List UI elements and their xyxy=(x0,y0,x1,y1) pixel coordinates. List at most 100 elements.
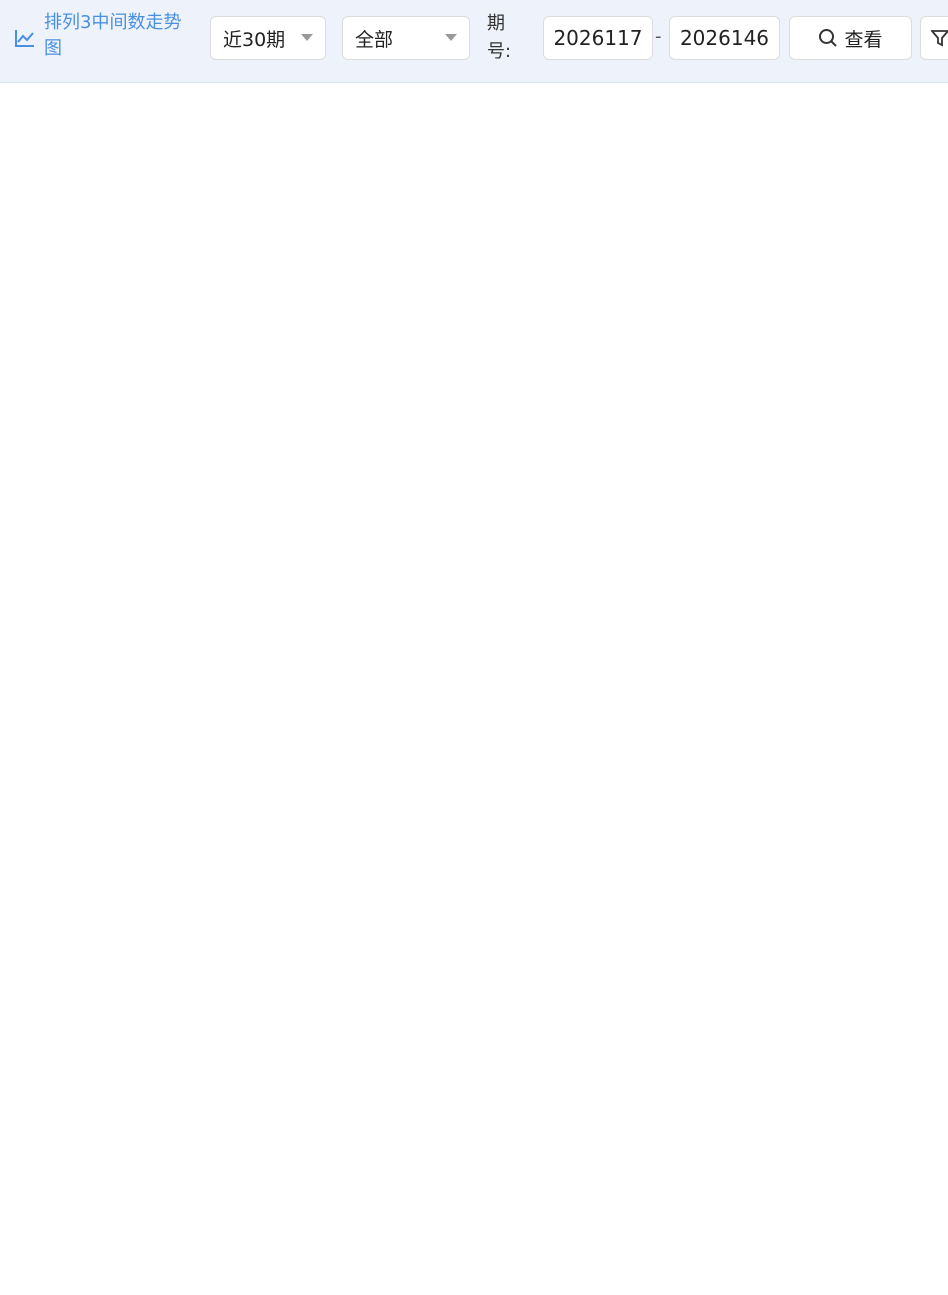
omission: 17 xyxy=(264,720,284,739)
from-input[interactable]: 2026117 xyxy=(543,16,653,60)
omission: 7 xyxy=(232,503,242,522)
toolbar: 排列3中间数走势图 近30期 全部 期号: 2026117 - 2026146 … xyxy=(0,0,948,83)
omission: 13 xyxy=(154,1117,174,1136)
caret xyxy=(445,34,457,41)
ball-text: 5 xyxy=(342,395,352,414)
period: 2026128 xyxy=(12,575,88,595)
omission: 3 xyxy=(159,756,169,775)
ball-text: 合 xyxy=(887,540,903,559)
ball xyxy=(736,283,761,309)
ball xyxy=(590,933,615,959)
omission: 3 xyxy=(378,1189,388,1208)
period: 2026135 xyxy=(12,828,88,848)
omission: 3 xyxy=(451,1081,461,1100)
omission: 6 xyxy=(488,1045,498,1064)
search-button[interactable]: 查看 xyxy=(789,16,912,60)
ball xyxy=(590,644,615,670)
ball-text: 6 xyxy=(378,1081,388,1100)
ball-text: 质 xyxy=(851,431,867,450)
omission: 28 xyxy=(191,1189,211,1208)
filter-button[interactable] xyxy=(920,16,948,60)
ball xyxy=(553,536,579,562)
ball xyxy=(846,933,872,959)
trend-line xyxy=(237,584,384,622)
period: 2026140 xyxy=(12,1008,88,1028)
omission: 11 xyxy=(264,503,284,522)
ball-text: 奇 xyxy=(704,792,720,811)
ball-text: 偶 xyxy=(740,612,756,631)
omission: 9 xyxy=(269,431,279,450)
ball-text: 奇 xyxy=(704,395,720,414)
tab-label[interactable]: 日期 xyxy=(65,112,82,155)
period: 2026139 xyxy=(12,972,88,992)
trend-line xyxy=(383,837,493,875)
ball-text: 5 xyxy=(342,792,352,811)
ball xyxy=(590,1005,615,1031)
omission: 2 xyxy=(378,1153,388,1172)
ball-text: 质 xyxy=(851,359,867,378)
omission: 20 xyxy=(264,828,284,847)
ball xyxy=(297,753,323,779)
omission: 8 xyxy=(451,179,461,198)
period: 2026129 xyxy=(12,611,88,631)
omission: 4 xyxy=(159,467,169,486)
digit-header: 8 xyxy=(451,143,461,162)
omission: 18 xyxy=(264,756,284,775)
ball xyxy=(699,789,725,815)
omission: 3 xyxy=(305,864,315,883)
omission: 11 xyxy=(337,1189,357,1208)
omission: 2 xyxy=(305,828,315,847)
trend-line xyxy=(565,945,603,983)
trend-line xyxy=(711,332,749,369)
omission: 8 xyxy=(415,251,425,270)
ball-text: 小 xyxy=(594,756,610,775)
ball xyxy=(736,680,761,706)
ball xyxy=(736,717,761,743)
omission: 2 xyxy=(561,1045,571,1064)
ball xyxy=(407,464,433,490)
trend-line xyxy=(164,620,384,658)
omission: 1 xyxy=(597,792,607,811)
ball-text: 9 xyxy=(488,828,498,847)
tab-label[interactable]: 期号 xyxy=(19,112,36,155)
omission: 5 xyxy=(232,431,242,450)
ball-text: 小 xyxy=(594,576,610,595)
omission: 4 xyxy=(305,1045,315,1064)
omission: 6 xyxy=(707,720,717,739)
ball-text: 大 xyxy=(558,431,574,450)
period: 2026118 xyxy=(12,214,88,234)
ball xyxy=(590,1222,615,1248)
ball-text: 小 xyxy=(594,720,610,739)
trend-line xyxy=(346,404,420,442)
trend-line xyxy=(858,945,896,983)
range-select[interactable]: 近30期 xyxy=(210,16,326,60)
to-input[interactable]: 2026146 xyxy=(669,16,780,60)
ball xyxy=(736,644,761,670)
ball xyxy=(882,861,908,887)
forecast-label[interactable]: 预测区＋ xyxy=(16,1261,84,1281)
omission: 2 xyxy=(451,756,461,775)
omission: 1 xyxy=(707,973,717,992)
omission: 2 xyxy=(854,1117,864,1136)
omission: 12 xyxy=(410,901,430,920)
omission: 4 xyxy=(232,395,242,414)
ball xyxy=(736,753,761,779)
trend-line xyxy=(858,909,896,947)
omission: 2 xyxy=(707,901,717,920)
filter-select[interactable]: 全部 xyxy=(342,16,470,60)
ball-text: 质 xyxy=(851,792,867,811)
ball xyxy=(882,825,908,851)
omission: 10 xyxy=(885,251,905,270)
ball-text: 5 xyxy=(342,1262,352,1281)
omission: 8 xyxy=(232,540,242,559)
omission: 6 xyxy=(415,684,425,703)
omission: 1 xyxy=(561,720,571,739)
omission: 9 xyxy=(196,503,206,522)
period-label: 期号: xyxy=(487,13,512,62)
omission: 2 xyxy=(305,973,315,992)
omission: 3 xyxy=(196,287,206,306)
omission: 11 xyxy=(154,1045,174,1064)
omission: 1 xyxy=(378,1117,388,1136)
ball-text: 合 xyxy=(887,323,903,342)
ball-text: 质 xyxy=(851,215,867,234)
